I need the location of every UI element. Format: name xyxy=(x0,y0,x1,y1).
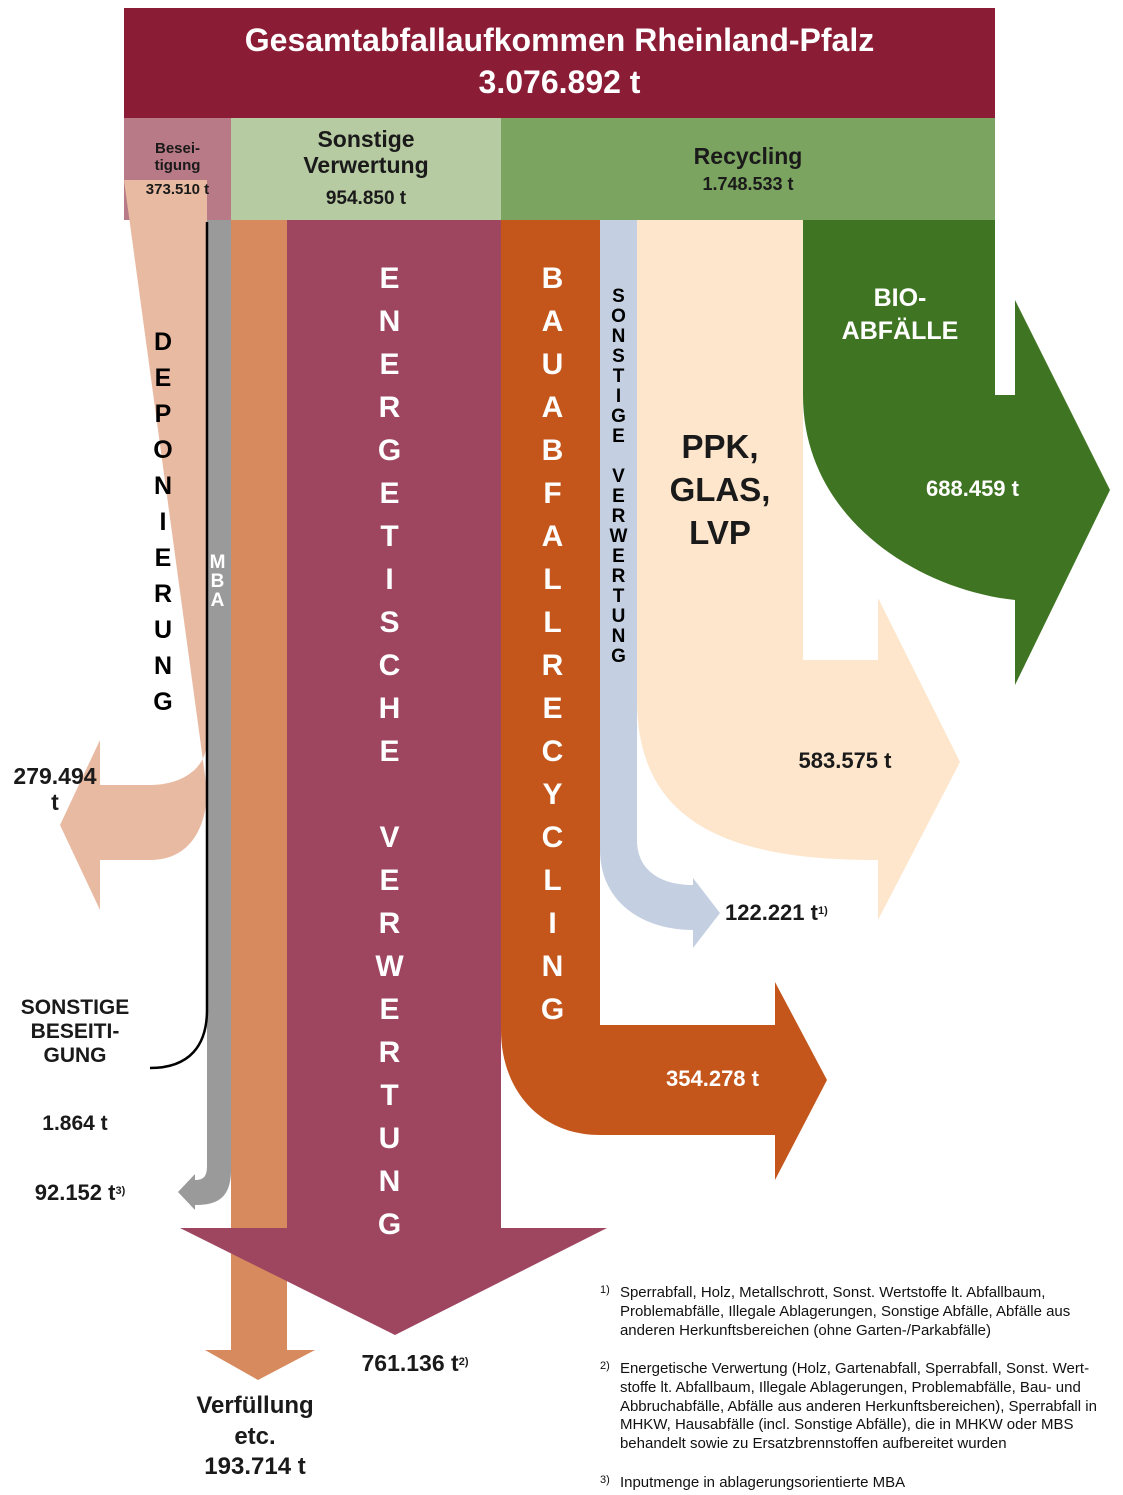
flow-energetisch xyxy=(180,220,607,1335)
flow-label: BAUABFALLRECYCLING xyxy=(536,262,569,1036)
flow-amount: 761.136 t2) xyxy=(330,1350,500,1376)
footnote-mark: 3) xyxy=(600,1474,610,1486)
flow-amount: 354.278 t xyxy=(666,1066,759,1091)
flow-mba xyxy=(178,220,231,1210)
flow-deponierung xyxy=(60,180,207,910)
footnote-mark: 1) xyxy=(600,1284,610,1296)
footnote-text: Sperrabfall, Holz, Metallschrott, Sonst.… xyxy=(619,1284,1071,1339)
flow-amount: 279.494 t xyxy=(13,763,97,816)
flow-label: Verfüllung etc. xyxy=(196,1392,314,1451)
flow-label: MBA xyxy=(207,552,228,609)
category-box xyxy=(231,118,501,220)
amount-text: 92.152 t xyxy=(34,1180,116,1205)
flow-label: SONSTIGE VERWERTUNG xyxy=(608,286,629,666)
flow-amount: 193.714 t xyxy=(204,1453,306,1480)
flow-bio xyxy=(803,220,1110,685)
footnote-ref: 1) xyxy=(817,905,828,917)
footnote: 2) Energetische Verwertung (Holz, Garten… xyxy=(600,1360,1120,1454)
flow-bauabfall xyxy=(501,220,827,1180)
total: 3.076.892 t xyxy=(478,64,641,100)
category-label: Besei- tigung xyxy=(154,140,201,175)
flow-label: ENERGETISCHE VERWERTUNG xyxy=(373,262,406,1251)
footnote: 3) Inputmenge in ablagerungsorientierte … xyxy=(600,1474,1120,1495)
footnote-ref: 2) xyxy=(458,1356,469,1368)
title: Gesamtabfallaufkommen Rheinland-Pfalz xyxy=(244,22,875,58)
flow-label: PPK, GLAS, LVP xyxy=(669,428,771,551)
category-amount: 373.510 t xyxy=(145,181,210,198)
flow-label: DEPONIERUNG xyxy=(149,328,177,724)
footnote: 1) Sperrabfall, Holz, Metallschrott, Son… xyxy=(600,1284,1120,1340)
flow-amount: 583.575 t xyxy=(798,748,892,773)
flow-amount: 688.459 t xyxy=(926,476,1019,501)
category-amount: 954.850 t xyxy=(325,188,407,209)
footnote-text: Energetische Verwertung (Holz, Gartenabf… xyxy=(619,1360,1097,1452)
flow-label: SONSTIGE BESEITI- GUNG xyxy=(20,996,130,1068)
category-label: Sonstige Verwertung xyxy=(303,126,429,179)
category-box xyxy=(501,118,995,220)
flow-ppk xyxy=(637,220,960,920)
header-box xyxy=(124,8,995,118)
flow-line xyxy=(149,222,209,1070)
flow-amount: 122.221 t1) xyxy=(725,900,875,925)
flow-sonstige-verwertung xyxy=(600,220,720,948)
flow-amount: 92.152 t3) xyxy=(10,1180,150,1205)
footnote-text: Inputmenge in ablagerungsorientierte MBA xyxy=(619,1474,906,1491)
footnote-mark: 2) xyxy=(600,1360,610,1372)
footnote-ref: 3) xyxy=(115,1185,126,1197)
amount-text: 122.221 t xyxy=(725,900,818,925)
flow-verfuellung xyxy=(205,220,315,1380)
amount-text: 761.136 t xyxy=(361,1350,459,1376)
category-label: Recycling xyxy=(693,143,803,169)
category-amount: 1.748.533 t xyxy=(702,174,794,194)
flow-amount: 1.864 t xyxy=(42,1112,108,1135)
flow-label: BIO- ABFÄLLE xyxy=(841,284,959,345)
